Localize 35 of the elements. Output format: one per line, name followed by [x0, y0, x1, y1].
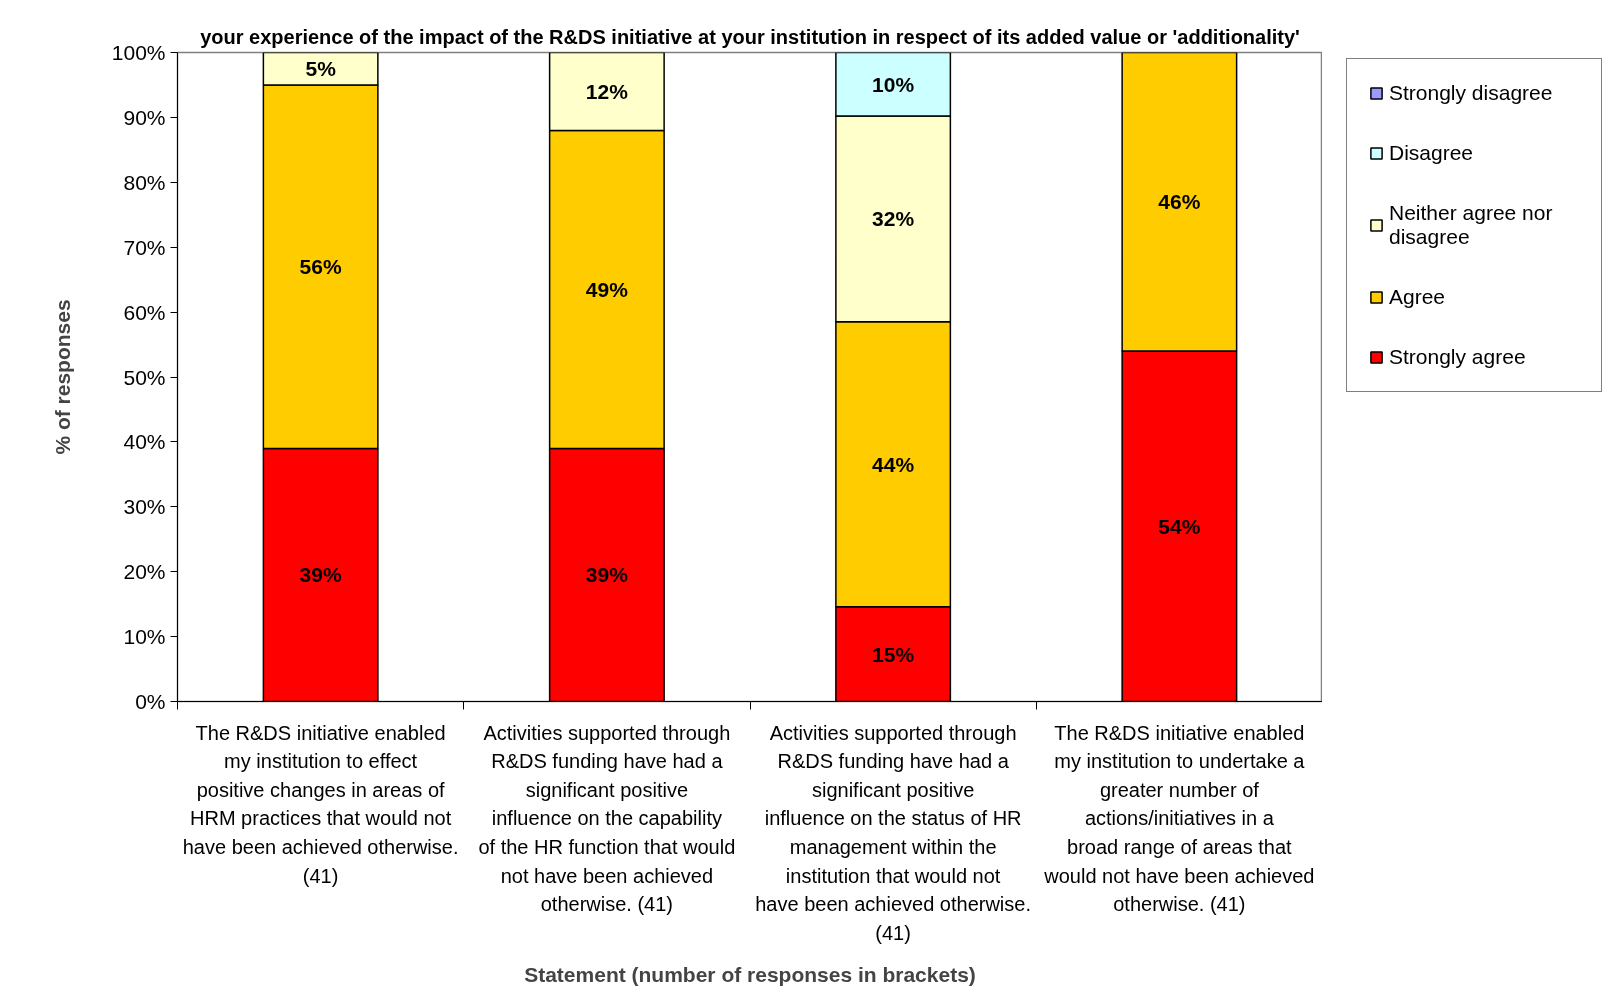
- data-label: 32%: [872, 207, 915, 231]
- y-tick-label: 100%: [111, 41, 166, 64]
- data-label: 5%: [305, 57, 337, 81]
- y-tick-label: 30%: [123, 495, 166, 519]
- y-tick-label: 40%: [123, 430, 166, 454]
- x-tick-label: Activities supported through R&DS funding have had a significant positive influence on the status of HR management within the institution that would not have been achieved otherwise. (41): [755, 721, 1031, 944]
- chart-title: your experience of the impact of the R&DS initiative at your institution in respect of its added value or 'additionality': [200, 25, 1300, 48]
- data-label: 39%: [585, 563, 629, 587]
- data-label: 44%: [872, 452, 915, 476]
- data-label: 15%: [872, 642, 915, 666]
- y-tick-label: 70%: [123, 235, 166, 259]
- data-label: 56%: [299, 255, 342, 279]
- legend-label: Strongly agree: [1389, 344, 1527, 369]
- legend-label: Disagree: [1389, 140, 1475, 165]
- y-tick-label: 90%: [123, 105, 166, 129]
- data-label: 12%: [585, 79, 629, 103]
- x-tick-label: Activities supported through R&DS funding have had a significant positive influence on the capability of the HR function that would not have been achieved otherwise. (41): [478, 721, 736, 916]
- y-tick-label: 20%: [123, 560, 166, 584]
- data-label: 39%: [299, 563, 342, 587]
- legend-label: Agree: [1389, 284, 1447, 309]
- x-axis-title: Statement (number of responses in brackets): [524, 962, 976, 986]
- y-tick-label: 80%: [123, 170, 166, 194]
- legend-label: Strongly disagree: [1389, 80, 1554, 105]
- y-tick-label: 10%: [123, 625, 166, 649]
- x-tick-label: The R&DS initiative enabled my institution to undertake a greater number of actions/initiatives in a broad range of areas that would not have been achieved otherwise. (41): [1043, 721, 1315, 916]
- data-label: 49%: [585, 277, 629, 301]
- data-label: 46%: [1158, 190, 1201, 214]
- y-tick-label: 50%: [123, 365, 166, 389]
- legend-label: Neither agree nor disagree: [1389, 200, 1554, 249]
- y-tick-label: 60%: [123, 300, 166, 324]
- x-tick-label: The R&DS initiative enabled my institution to effect positive changes in areas of HRM practices that would not have been achieved otherwise. (41): [182, 721, 459, 887]
- y-tick-label: 0%: [135, 690, 166, 713]
- data-label: 10%: [872, 72, 915, 96]
- data-label: 54%: [1158, 514, 1201, 538]
- y-axis-title: % of responses: [50, 299, 74, 455]
